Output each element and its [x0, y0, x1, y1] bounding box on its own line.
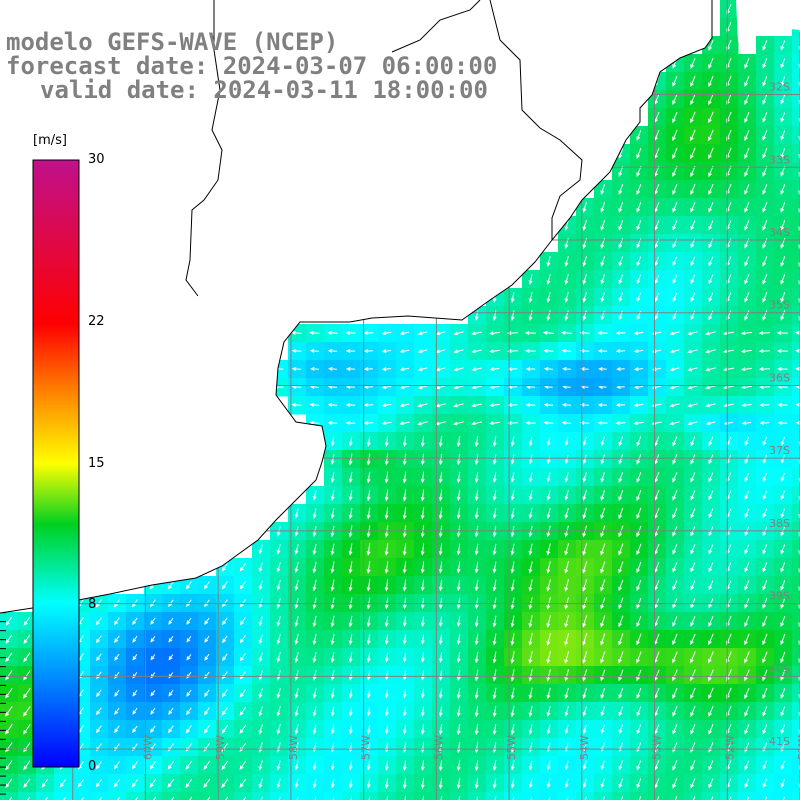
wind-cell	[36, 792, 55, 800]
colorbar-tick-label: 0	[88, 759, 96, 774]
wind-cell	[90, 792, 109, 800]
wind-cell	[792, 450, 800, 469]
wind-cell	[738, 792, 757, 800]
wind-cell	[792, 576, 800, 595]
longitude-label: 51W	[796, 735, 800, 760]
wind-cell	[702, 792, 721, 800]
longitude-label: 58W	[287, 735, 300, 760]
wind-cell	[792, 648, 800, 667]
wind-cell	[792, 630, 800, 649]
wind-cell	[180, 792, 199, 800]
wind-cell	[684, 792, 703, 800]
model-title: modelo GEFS-WAVE (NCEP)	[6, 30, 497, 54]
latitude-label: 38S	[769, 517, 790, 530]
wind-cell	[792, 468, 800, 487]
wind-cell	[108, 792, 127, 800]
colorbar-unit: [m/s]	[33, 133, 67, 148]
wind-cell	[630, 792, 649, 800]
latitude-label: 33S	[769, 153, 790, 166]
wind-cell	[0, 792, 19, 800]
wind-cell	[792, 612, 800, 631]
wind-cell	[648, 792, 667, 800]
longitude-label: 59W	[214, 735, 227, 760]
colorbar-tick-label: 22	[88, 314, 105, 329]
longitude-label: 53W	[651, 735, 664, 760]
wind-cell	[666, 792, 685, 800]
wind-cell	[792, 792, 800, 800]
wind-cell	[144, 792, 163, 800]
colorbar-tick-label: 30	[88, 152, 105, 167]
map-title: modelo GEFS-WAVE (NCEP) forecast date: 2…	[6, 30, 497, 102]
wind-cell	[792, 288, 800, 307]
wind-cell	[792, 252, 800, 271]
wind-cell	[792, 432, 800, 451]
longitude-label: 56W	[432, 735, 445, 760]
longitude-label: 57W	[360, 735, 373, 760]
latitude-label: 35S	[769, 299, 790, 312]
wind-cell	[792, 504, 800, 523]
wind-cell	[792, 126, 800, 145]
wind-cell	[792, 540, 800, 559]
wind-cell	[792, 216, 800, 235]
wind-cell	[792, 702, 800, 721]
latitude-label: 39S	[769, 590, 790, 603]
wind-cell	[792, 144, 800, 163]
wind-cell	[792, 180, 800, 199]
wind-cell	[792, 90, 800, 109]
wind-cell	[792, 108, 800, 127]
wind-cell	[18, 792, 37, 800]
wind-cell	[792, 72, 800, 91]
wind-cell	[720, 792, 739, 800]
longitude-label: 52W	[723, 735, 736, 760]
wind-cell	[792, 198, 800, 217]
wind-cell	[126, 792, 145, 800]
wind-cell	[792, 234, 800, 253]
wind-cell	[792, 684, 800, 703]
valid-date: valid date: 2024-03-11 18:00:00	[40, 78, 497, 102]
colorbar	[33, 160, 79, 767]
wind-cell	[792, 774, 800, 793]
colorbar-tick-label: 8	[88, 597, 96, 612]
wind-cell	[162, 792, 181, 800]
forecast-date: forecast date: 2024-03-07 06:00:00	[6, 54, 497, 78]
latitude-label: 37S	[769, 444, 790, 457]
longitude-label: 55W	[505, 735, 518, 760]
latitude-label: 36S	[769, 371, 790, 384]
latitude-label: 41S	[769, 735, 790, 748]
wind-cell	[234, 792, 253, 800]
latitude-label: 34S	[769, 226, 790, 239]
wind-cell	[756, 792, 775, 800]
wind-cell	[792, 306, 800, 325]
wind-cell	[792, 36, 800, 55]
wind-cell	[792, 162, 800, 181]
colorbar-tick-label: 15	[88, 456, 105, 471]
wind-cell	[54, 792, 73, 800]
longitude-label: 60W	[141, 735, 154, 760]
latitude-label: 32S	[769, 81, 790, 94]
longitude-label: 54W	[578, 735, 591, 760]
wind-cell	[792, 666, 800, 685]
wind-cell	[198, 792, 217, 800]
wind-cell	[72, 792, 91, 800]
wind-cell	[774, 792, 793, 800]
wind-cell	[792, 270, 800, 289]
wind-cell	[216, 792, 235, 800]
latitude-label: 40S	[769, 662, 790, 675]
wind-cell	[792, 486, 800, 505]
wind-cell	[792, 558, 800, 577]
wind-cell	[792, 54, 800, 73]
